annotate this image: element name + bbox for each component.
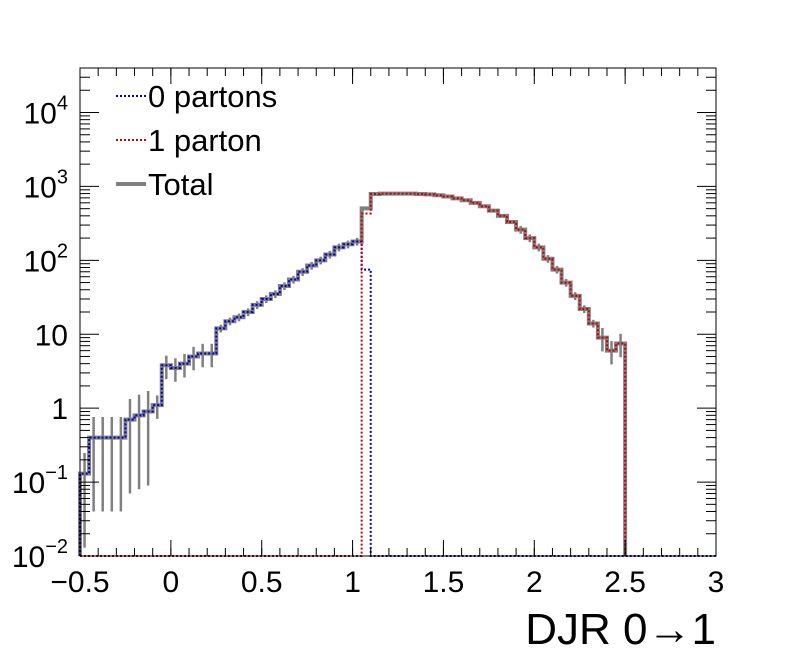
legend-label: Total xyxy=(148,167,213,202)
legend-item-0-partons: 0 partons xyxy=(116,79,277,114)
x-tick-label: 2 xyxy=(526,566,543,599)
x-tick-label: 0.5 xyxy=(241,566,283,599)
x-tick-label: 3 xyxy=(708,566,725,599)
y-tick-label: 104 xyxy=(24,93,69,131)
series-1-parton xyxy=(80,192,627,557)
y-tick-label: 10 xyxy=(35,319,68,352)
x-axis-title: DJR 0→1 xyxy=(525,605,716,654)
y-tick-label: 10−1 xyxy=(12,462,68,500)
y-tick-label: 1 xyxy=(51,393,68,426)
legend-item-1-parton: 1 parton xyxy=(116,123,262,158)
x-tick-label: 2.5 xyxy=(604,566,646,599)
1-parton-step-line xyxy=(80,192,627,557)
legend-label: 0 partons xyxy=(148,79,277,114)
y-tick-label: 103 xyxy=(24,166,69,204)
x-tick-label: 1.5 xyxy=(423,566,465,599)
legend-label: 1 parton xyxy=(148,123,262,158)
x-tick-label: −0.5 xyxy=(50,566,109,599)
x-tick-label: 0 xyxy=(163,566,180,599)
y-tick-label: 10−2 xyxy=(12,536,68,574)
legend: 0 partons 1 parton Total xyxy=(116,79,277,202)
y-tick-label: 102 xyxy=(24,240,69,278)
legend-item-total: Total xyxy=(116,167,213,202)
x-tick-label: 1 xyxy=(344,566,361,599)
